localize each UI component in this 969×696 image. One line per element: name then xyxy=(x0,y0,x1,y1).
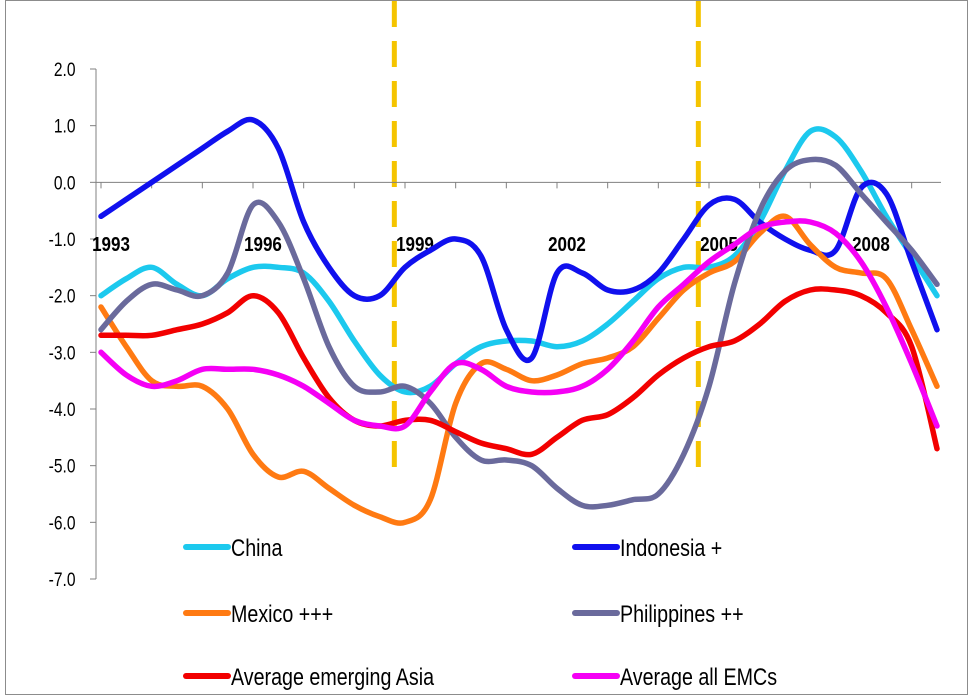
x-tick-label: 2002 xyxy=(548,233,586,256)
series-line-philippines xyxy=(98,156,940,510)
y-tick-label: -5.0 xyxy=(49,455,76,477)
y-tick-label: -7.0 xyxy=(49,569,76,591)
series-line-china xyxy=(98,126,940,396)
vertical-markers xyxy=(391,1,701,476)
y-ticks: 2.0 1.0 0.0 -1.0 -2.0 -3.0 -4.0 -5.0 -6.0 -7.0 xyxy=(49,59,96,591)
legend-item: Average all EMCs xyxy=(572,663,777,690)
series-line-average-emerging-asia xyxy=(98,286,940,458)
y-tick-label: -6.0 xyxy=(49,512,76,534)
axes: 2.0 1.0 0.0 -1.0 -2.0 -3.0 -4.0 -5.0 -6.0 -7.0 19… xyxy=(49,59,941,591)
legend-item: Average emerging Asia xyxy=(183,663,435,690)
legend-label: Average all EMCs xyxy=(620,663,777,690)
line-chart: 2.0 1.0 0.0 -1.0 -2.0 -3.0 -4.0 -5.0 -6.0 -7.0 19… xyxy=(49,1,941,690)
x-tick-label: 2008 xyxy=(852,233,890,256)
x-tick-label: 1996 xyxy=(244,233,282,256)
x-tick-label: 1993 xyxy=(92,233,130,256)
legend-label: Philippines ++ xyxy=(620,600,744,627)
y-tick-label: -1.0 xyxy=(49,229,76,251)
legend-label: Mexico +++ xyxy=(231,600,333,627)
y-tick-label: -2.0 xyxy=(49,285,76,307)
y-tick-label: 0.0 xyxy=(54,172,76,194)
y-tick-label: -3.0 xyxy=(49,342,76,364)
series-line-mexico xyxy=(98,213,940,526)
chart-frame: 2.0 1.0 0.0 -1.0 -2.0 -3.0 -4.0 -5.0 -6.0 -7.0 19… xyxy=(5,0,968,695)
legend-item: Indonesia + xyxy=(572,534,722,561)
x-tick-label: 1999 xyxy=(396,233,434,256)
y-tick-label: 1.0 xyxy=(54,115,76,137)
y-tick-label: -4.0 xyxy=(49,399,76,421)
series-line-average-all-emcs xyxy=(98,218,940,432)
legend: China Indonesia + Mexico +++ Philippines ++… xyxy=(183,534,777,690)
series-lines xyxy=(98,116,940,526)
legend-label: Indonesia + xyxy=(620,534,722,561)
y-tick-label: 2.0 xyxy=(54,59,76,81)
legend-item: China xyxy=(183,534,283,561)
legend-item: Mexico +++ xyxy=(183,600,333,627)
legend-item: Philippines ++ xyxy=(572,600,744,627)
legend-label: China xyxy=(231,534,283,561)
series-line-indonesia xyxy=(98,116,940,363)
legend-label: Average emerging Asia xyxy=(231,663,435,690)
